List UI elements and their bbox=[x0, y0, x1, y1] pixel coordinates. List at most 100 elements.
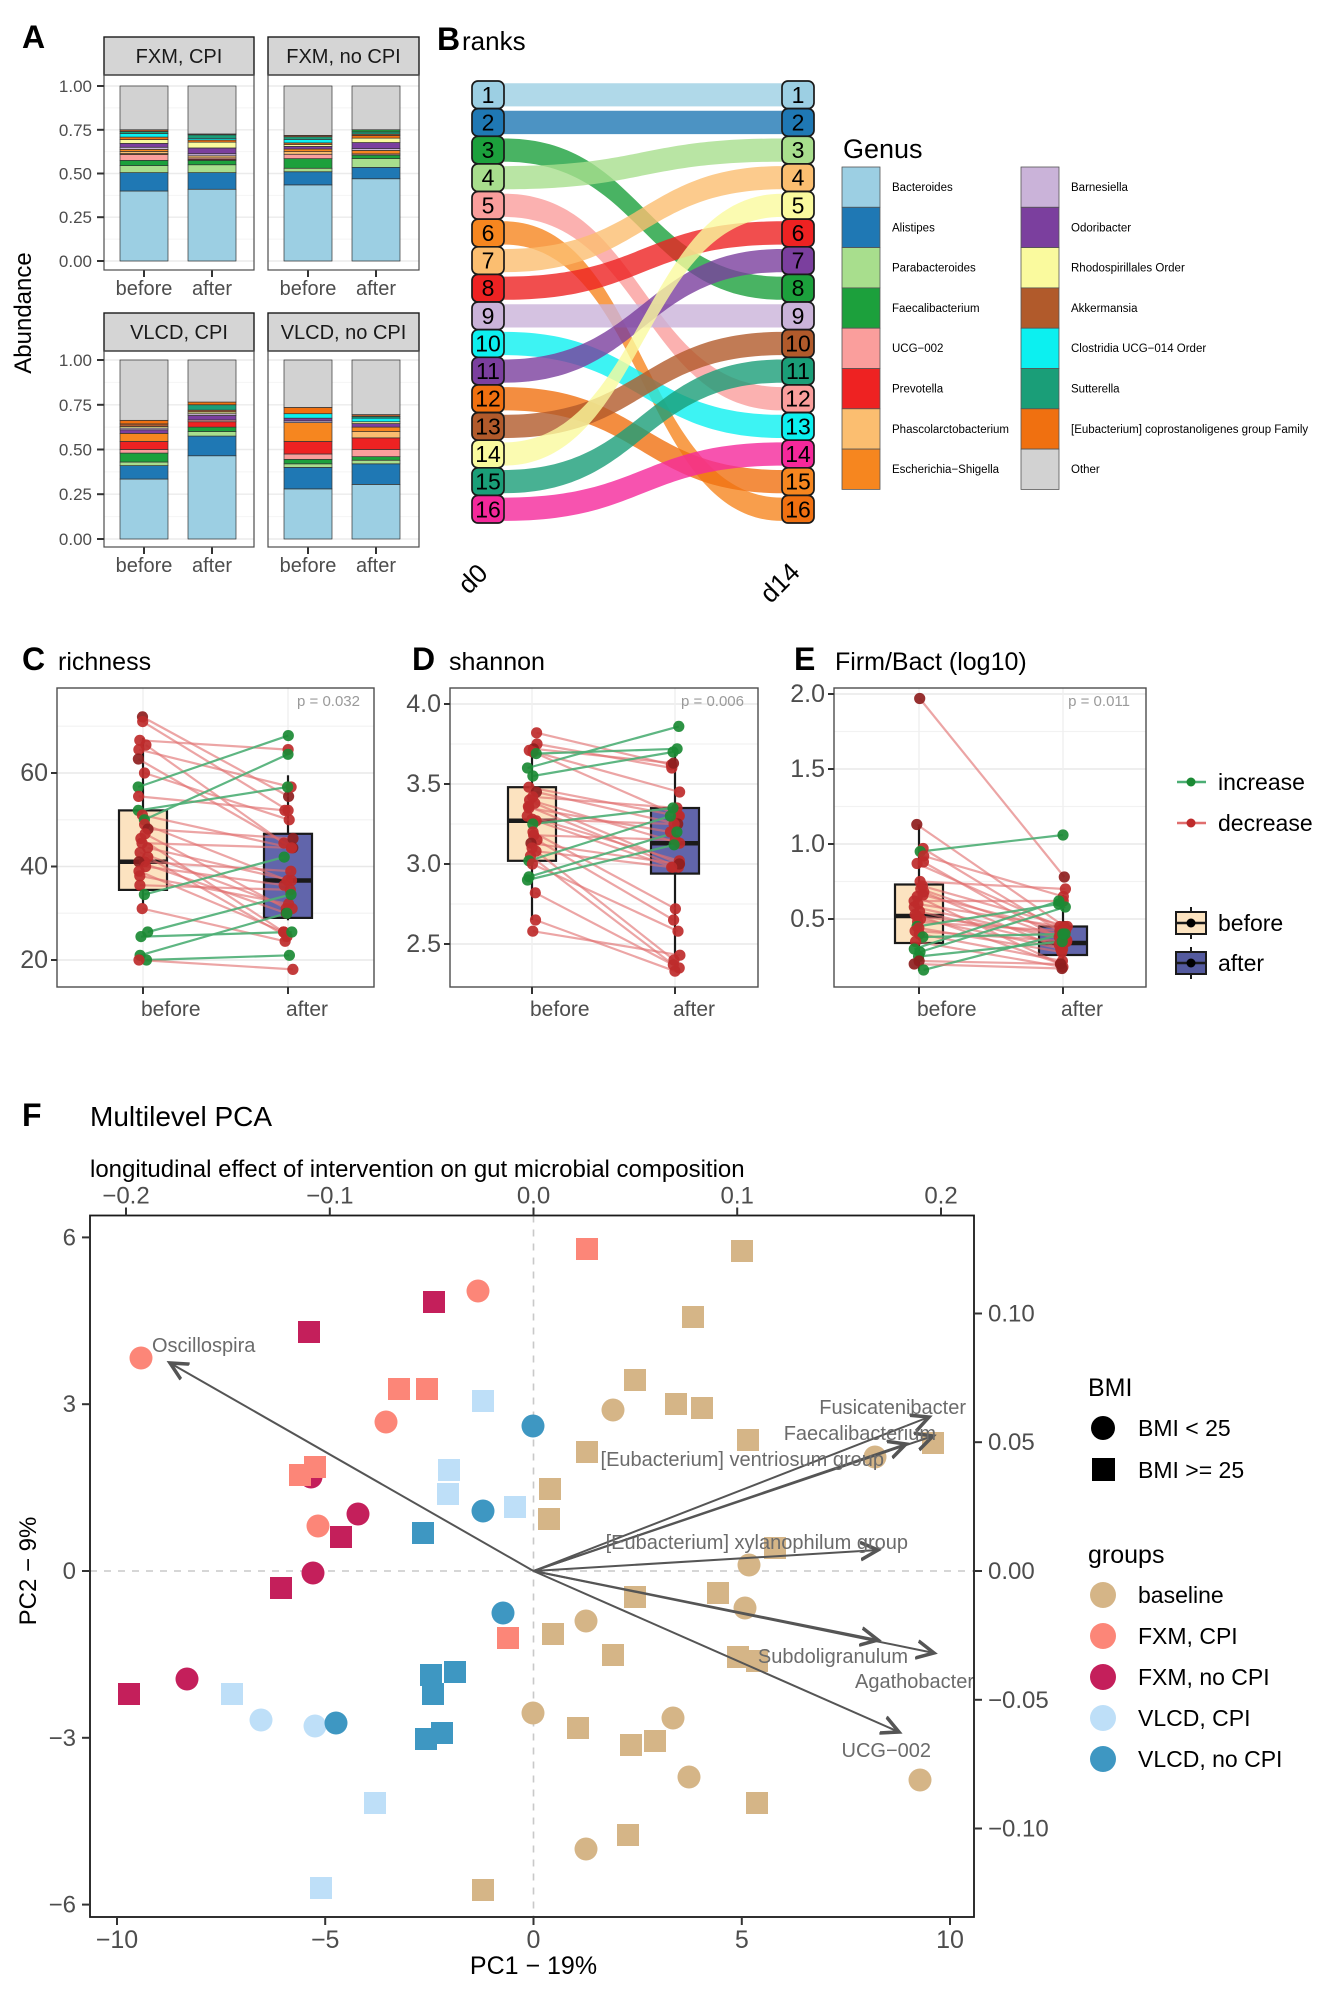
svg-text:0.5: 0.5 bbox=[790, 905, 825, 933]
svg-text:12: 12 bbox=[475, 386, 501, 412]
svg-text:14: 14 bbox=[785, 441, 811, 467]
svg-text:FXM, no CPI: FXM, no CPI bbox=[1138, 1664, 1270, 1690]
svg-text:0.0: 0.0 bbox=[517, 1183, 550, 1210]
svg-text:BMI: BMI bbox=[1088, 1374, 1132, 1402]
svg-text:10: 10 bbox=[785, 331, 811, 357]
svg-text:decrease: decrease bbox=[1218, 810, 1313, 836]
svg-text:0.00: 0.00 bbox=[59, 530, 92, 549]
svg-text:1.00: 1.00 bbox=[59, 77, 92, 96]
svg-text:Bacteroides: Bacteroides bbox=[892, 182, 953, 194]
svg-text:Genus: Genus bbox=[843, 134, 923, 164]
svg-text:E: E bbox=[794, 641, 815, 677]
svg-text:PC1 − 19%: PC1 − 19% bbox=[470, 1952, 597, 1980]
svg-text:5: 5 bbox=[482, 192, 495, 218]
svg-text:after: after bbox=[356, 555, 396, 577]
svg-text:UCG−002: UCG−002 bbox=[842, 1740, 932, 1762]
svg-text:after: after bbox=[1061, 998, 1103, 1021]
svg-text:p = 0.011: p = 0.011 bbox=[1068, 693, 1130, 710]
svg-text:Multilevel PCA: Multilevel PCA bbox=[90, 1101, 272, 1132]
svg-text:Clostridia UCG−014 Order: Clostridia UCG−014 Order bbox=[1071, 343, 1206, 355]
svg-text:VLCD, no CPI: VLCD, no CPI bbox=[281, 322, 407, 344]
svg-text:B: B bbox=[437, 21, 460, 57]
svg-text:−0.1: −0.1 bbox=[306, 1183, 353, 1210]
svg-text:1: 1 bbox=[792, 82, 805, 108]
svg-text:15: 15 bbox=[475, 469, 501, 495]
svg-text:ranks: ranks bbox=[462, 26, 526, 56]
svg-text:0.10: 0.10 bbox=[988, 1301, 1035, 1328]
svg-text:Firm/Bact (log10): Firm/Bact (log10) bbox=[835, 648, 1027, 676]
svg-text:2: 2 bbox=[482, 109, 495, 135]
svg-text:1.0: 1.0 bbox=[790, 830, 825, 858]
svg-text:0.00: 0.00 bbox=[59, 252, 92, 271]
svg-text:after: after bbox=[673, 998, 715, 1021]
svg-text:0.2: 0.2 bbox=[924, 1183, 957, 1210]
svg-text:richness: richness bbox=[58, 648, 151, 676]
svg-text:increase: increase bbox=[1218, 769, 1305, 795]
svg-text:VLCD, CPI: VLCD, CPI bbox=[1138, 1705, 1250, 1731]
svg-text:[Eubacterium] coprostanoligene: [Eubacterium] coprostanoligenes group Fa… bbox=[1071, 424, 1308, 436]
svg-text:Phascolarctobacterium: Phascolarctobacterium bbox=[892, 424, 1009, 436]
svg-text:after: after bbox=[356, 278, 396, 300]
svg-text:F: F bbox=[22, 1097, 42, 1133]
svg-text:16: 16 bbox=[785, 496, 811, 522]
svg-text:9: 9 bbox=[792, 303, 805, 329]
svg-text:9: 9 bbox=[482, 303, 495, 329]
svg-text:Prevotella: Prevotella bbox=[892, 384, 944, 396]
svg-text:0: 0 bbox=[63, 1558, 76, 1585]
svg-text:11: 11 bbox=[786, 358, 810, 384]
svg-text:Odoribacter: Odoribacter bbox=[1071, 222, 1131, 234]
svg-text:Abundance: Abundance bbox=[10, 252, 37, 373]
svg-text:6: 6 bbox=[63, 1224, 76, 1251]
svg-text:0.1: 0.1 bbox=[721, 1183, 754, 1210]
svg-text:PC2 − 9%: PC2 − 9% bbox=[15, 1517, 42, 1626]
svg-text:−3: −3 bbox=[49, 1725, 76, 1752]
svg-text:FXM, no CPI: FXM, no CPI bbox=[286, 46, 400, 68]
svg-text:1.5: 1.5 bbox=[790, 755, 825, 783]
svg-text:0.05: 0.05 bbox=[988, 1429, 1035, 1456]
svg-text:0.25: 0.25 bbox=[59, 485, 92, 504]
svg-text:p = 0.006: p = 0.006 bbox=[681, 693, 744, 710]
svg-text:Fusicatenibacter: Fusicatenibacter bbox=[819, 1397, 966, 1419]
svg-text:Agathobacter: Agathobacter bbox=[855, 1671, 974, 1693]
svg-text:before: before bbox=[280, 555, 337, 577]
svg-text:Sutterella: Sutterella bbox=[1071, 384, 1120, 396]
svg-text:60: 60 bbox=[20, 759, 48, 787]
svg-text:[Eubacterium] ventriosum group: [Eubacterium] ventriosum group bbox=[601, 1449, 884, 1471]
svg-text:−0.05: −0.05 bbox=[988, 1687, 1049, 1714]
svg-text:10: 10 bbox=[475, 331, 501, 357]
svg-text:1.00: 1.00 bbox=[59, 351, 92, 370]
svg-text:4.0: 4.0 bbox=[406, 690, 441, 718]
svg-text:D: D bbox=[412, 641, 435, 677]
svg-text:FXM, CPI: FXM, CPI bbox=[136, 46, 223, 68]
svg-text:before: before bbox=[1218, 910, 1283, 936]
svg-text:after: after bbox=[192, 555, 232, 577]
svg-text:Escherichia−Shigella: Escherichia−Shigella bbox=[892, 464, 1000, 476]
svg-text:BMI < 25: BMI < 25 bbox=[1138, 1415, 1231, 1441]
svg-text:15: 15 bbox=[785, 469, 811, 495]
svg-text:−6: −6 bbox=[49, 1892, 76, 1919]
svg-text:−10: −10 bbox=[96, 1926, 138, 1954]
svg-text:before: before bbox=[116, 555, 173, 577]
svg-text:−0.10: −0.10 bbox=[988, 1816, 1049, 1843]
svg-text:Rhodospirillales Order: Rhodospirillales Order bbox=[1071, 263, 1185, 275]
svg-text:1: 1 bbox=[482, 82, 495, 108]
svg-text:5: 5 bbox=[792, 192, 805, 218]
svg-text:Other: Other bbox=[1071, 464, 1100, 476]
svg-text:10: 10 bbox=[936, 1926, 964, 1954]
svg-text:0.50: 0.50 bbox=[59, 165, 92, 184]
svg-text:−5: −5 bbox=[311, 1926, 340, 1954]
svg-text:3.5: 3.5 bbox=[406, 770, 441, 798]
svg-text:Alistipes: Alistipes bbox=[892, 222, 935, 234]
svg-text:before: before bbox=[530, 998, 590, 1021]
svg-text:2.5: 2.5 bbox=[406, 930, 441, 958]
svg-text:C: C bbox=[22, 641, 45, 677]
svg-text:shannon: shannon bbox=[449, 648, 545, 676]
svg-text:−0.2: −0.2 bbox=[102, 1183, 149, 1210]
svg-text:11: 11 bbox=[476, 358, 500, 384]
svg-text:before: before bbox=[141, 998, 201, 1021]
svg-text:0.00: 0.00 bbox=[988, 1558, 1035, 1585]
svg-text:3.0: 3.0 bbox=[406, 850, 441, 878]
svg-text:UCG−002: UCG−002 bbox=[892, 343, 943, 355]
svg-text:Parabacteroides: Parabacteroides bbox=[892, 263, 976, 275]
svg-text:VLCD, no CPI: VLCD, no CPI bbox=[1138, 1746, 1282, 1772]
